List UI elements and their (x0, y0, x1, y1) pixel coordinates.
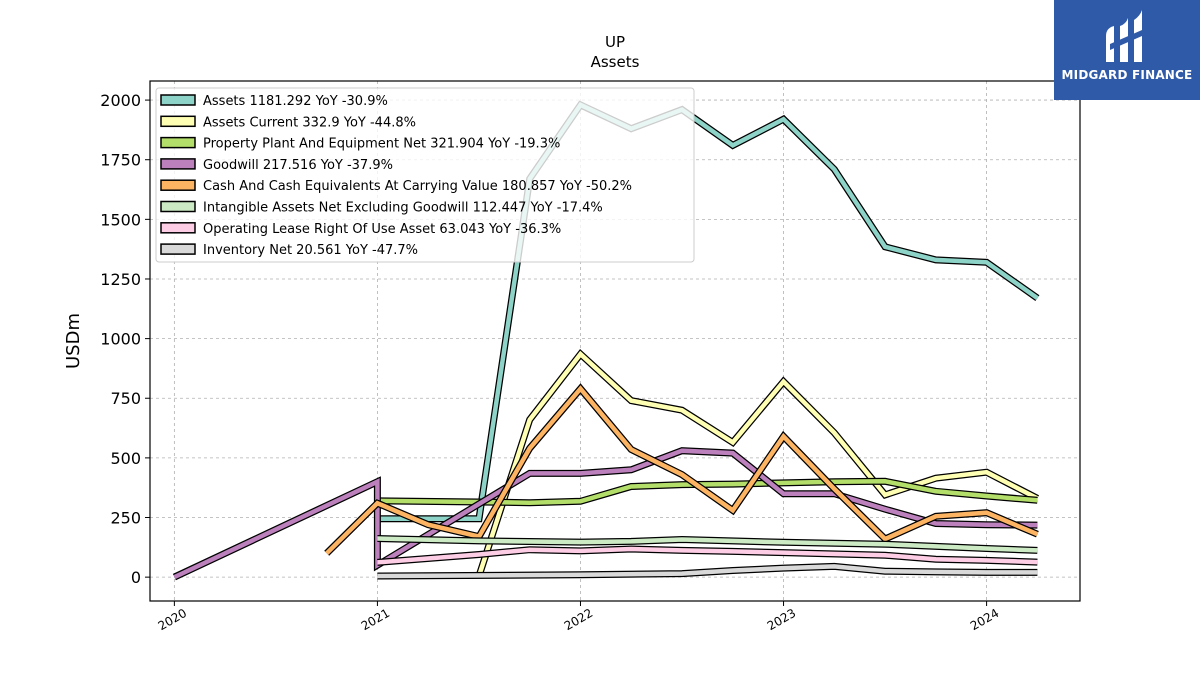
series-2 (377, 477, 1038, 507)
series-6 (377, 545, 1038, 566)
plot-frame (149, 80, 1081, 602)
legend-item: Assets 1181.292 YoY -30.9% (160, 94, 388, 109)
series-line (476, 350, 1039, 577)
series-line (377, 479, 1038, 505)
legend-label: Assets Current 332.9 YoY -44.8% (203, 115, 416, 130)
legend-swatch (160, 94, 196, 106)
legend-label: Property Plant And Equipment Net 321.904… (203, 137, 560, 152)
series-line (377, 564, 1038, 579)
legend: Assets 1181.292 YoY -30.9% Assets Current… (155, 87, 695, 263)
series-line (325, 385, 1039, 555)
legend-item: Intangible Assets Net Excluding Goodwill… (160, 200, 603, 216)
legend-box (155, 87, 695, 263)
chart-subtitle: Assets (591, 53, 640, 71)
y-tick-label: 750 (110, 389, 141, 408)
y-tick-label: 1750 (100, 151, 141, 170)
series-7 (377, 562, 1038, 580)
legend-label: Assets 1181.292 YoY -30.9% (203, 94, 388, 109)
y-axis-label: USDm (63, 313, 84, 369)
legend-label: Operating Lease Right Of Use Asset 63.04… (203, 222, 561, 237)
axis-ticks: 2020 2021 2022 2023 2024 0 250 500 750 1000 1250 15… (100, 91, 1001, 633)
legend-swatch (160, 158, 196, 170)
legend-swatch (160, 115, 196, 128)
legend-swatch (160, 179, 196, 191)
series-4 (324, 383, 1039, 556)
midgard-finance-logo: MIDGARD FINANCE (1054, 0, 1200, 100)
y-tick-label: 2000 (100, 91, 141, 110)
x-tick-label: 2021 (359, 606, 392, 633)
x-tick-label: 2022 (562, 606, 595, 633)
series-line (377, 536, 1038, 553)
legend-label: Cash And Cash Equivalents At Carrying Va… (203, 179, 632, 194)
logo-text: MIDGARD FINANCE (1061, 68, 1193, 82)
legend-swatch (160, 222, 196, 234)
legend-item: Assets Current 332.9 YoY -44.8% (160, 115, 416, 130)
legend-item: Operating Lease Right Of Use Asset 63.04… (160, 222, 561, 237)
legend-label: Inventory Net 20.561 YoY -47.7% (203, 243, 418, 258)
legend-item: Goodwill 217.516 YoY -37.9% (160, 158, 393, 173)
legend-swatch (160, 200, 196, 213)
y-tick-label: 250 (110, 509, 141, 528)
legend-item: Inventory Net 20.561 YoY -47.7% (160, 243, 418, 258)
x-tick-label: 2024 (968, 606, 1001, 633)
legend-item: Property Plant And Equipment Net 321.904… (160, 136, 560, 152)
legend-swatch (160, 136, 196, 149)
x-tick-label: 2023 (765, 606, 798, 633)
y-tick-label: 0 (131, 568, 141, 587)
legend-label: Goodwill 217.516 YoY -37.9% (203, 158, 393, 173)
y-tick-label: 1500 (100, 210, 141, 229)
midgard-logo-icon (1106, 10, 1142, 62)
legend-item: Cash And Cash Equivalents At Carrying Va… (160, 179, 632, 194)
series-line (377, 546, 1038, 565)
legend-label: Intangible Assets Net Excluding Goodwill… (203, 201, 603, 216)
y-tick-label: 500 (110, 449, 141, 468)
y-tick-label: 1000 (100, 330, 141, 349)
legend-swatch (160, 243, 196, 255)
y-tick-label: 1250 (100, 270, 141, 289)
chart-title: UP (605, 33, 625, 51)
x-tick-label: 2020 (156, 606, 189, 633)
series-1 (475, 348, 1040, 578)
series-5 (377, 535, 1038, 554)
